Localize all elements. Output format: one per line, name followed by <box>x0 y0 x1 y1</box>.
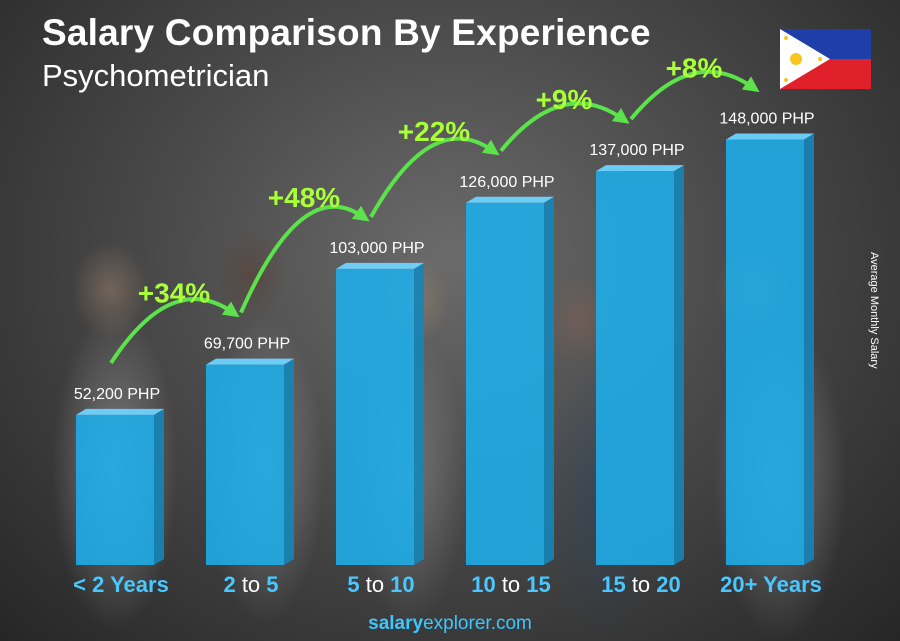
bar <box>466 202 544 565</box>
growth-percent-label: +34% <box>138 278 210 309</box>
bar <box>206 364 284 565</box>
growth-arrow <box>369 136 500 218</box>
x-tick-label: 2 to 5 <box>223 572 278 597</box>
bar-top <box>206 358 294 365</box>
footer-brand[interactable]: salaryexplorer.com <box>0 613 900 635</box>
bar-top <box>466 196 554 203</box>
bar-side <box>674 165 684 565</box>
bar <box>596 171 674 565</box>
philippines-flag-icon <box>780 29 871 89</box>
chart-title: Salary Comparison By Experience <box>42 12 651 53</box>
bar-top <box>76 408 164 415</box>
data-label: 103,000 PHP <box>329 240 424 257</box>
bar-top <box>336 262 424 269</box>
brand-explorer: explorer <box>423 613 491 634</box>
bar-top <box>726 133 814 140</box>
bar-side <box>544 196 554 565</box>
bar-side <box>414 262 424 565</box>
data-label: 148,000 PHP <box>719 111 814 128</box>
bar-side <box>804 133 814 565</box>
x-tick-label: 15 to 20 <box>601 572 681 597</box>
growth-arrow <box>629 69 760 121</box>
x-tick-label: 20+ Years <box>720 572 822 597</box>
data-label: 69,700 PHP <box>204 336 290 353</box>
growth-percent-label: +48% <box>268 182 340 213</box>
brand-salary: salary <box>368 613 424 634</box>
bar-side <box>284 358 294 565</box>
bar <box>76 414 154 565</box>
bar-side <box>154 408 164 565</box>
bar <box>336 268 414 565</box>
chart-subtitle: Psychometrician <box>42 58 270 93</box>
growth-percent-label: +9% <box>536 84 593 115</box>
bar-top <box>596 165 684 172</box>
data-label: 126,000 PHP <box>459 174 554 191</box>
x-tick-label: 10 to 15 <box>471 572 551 597</box>
data-label: 52,200 PHP <box>74 386 160 403</box>
growth-arrow <box>499 101 630 153</box>
bar <box>726 139 804 565</box>
growth-arrow <box>239 204 370 314</box>
x-tick-label: < 2 Years <box>73 572 169 597</box>
x-tick-label: 5 to 10 <box>347 572 414 597</box>
growth-percent-label: +22% <box>398 116 470 147</box>
growth-percent-label: +8% <box>666 53 723 84</box>
growth-arrow <box>109 297 240 365</box>
brand-tld: .com <box>490 613 532 634</box>
data-label: 137,000 PHP <box>589 142 684 159</box>
